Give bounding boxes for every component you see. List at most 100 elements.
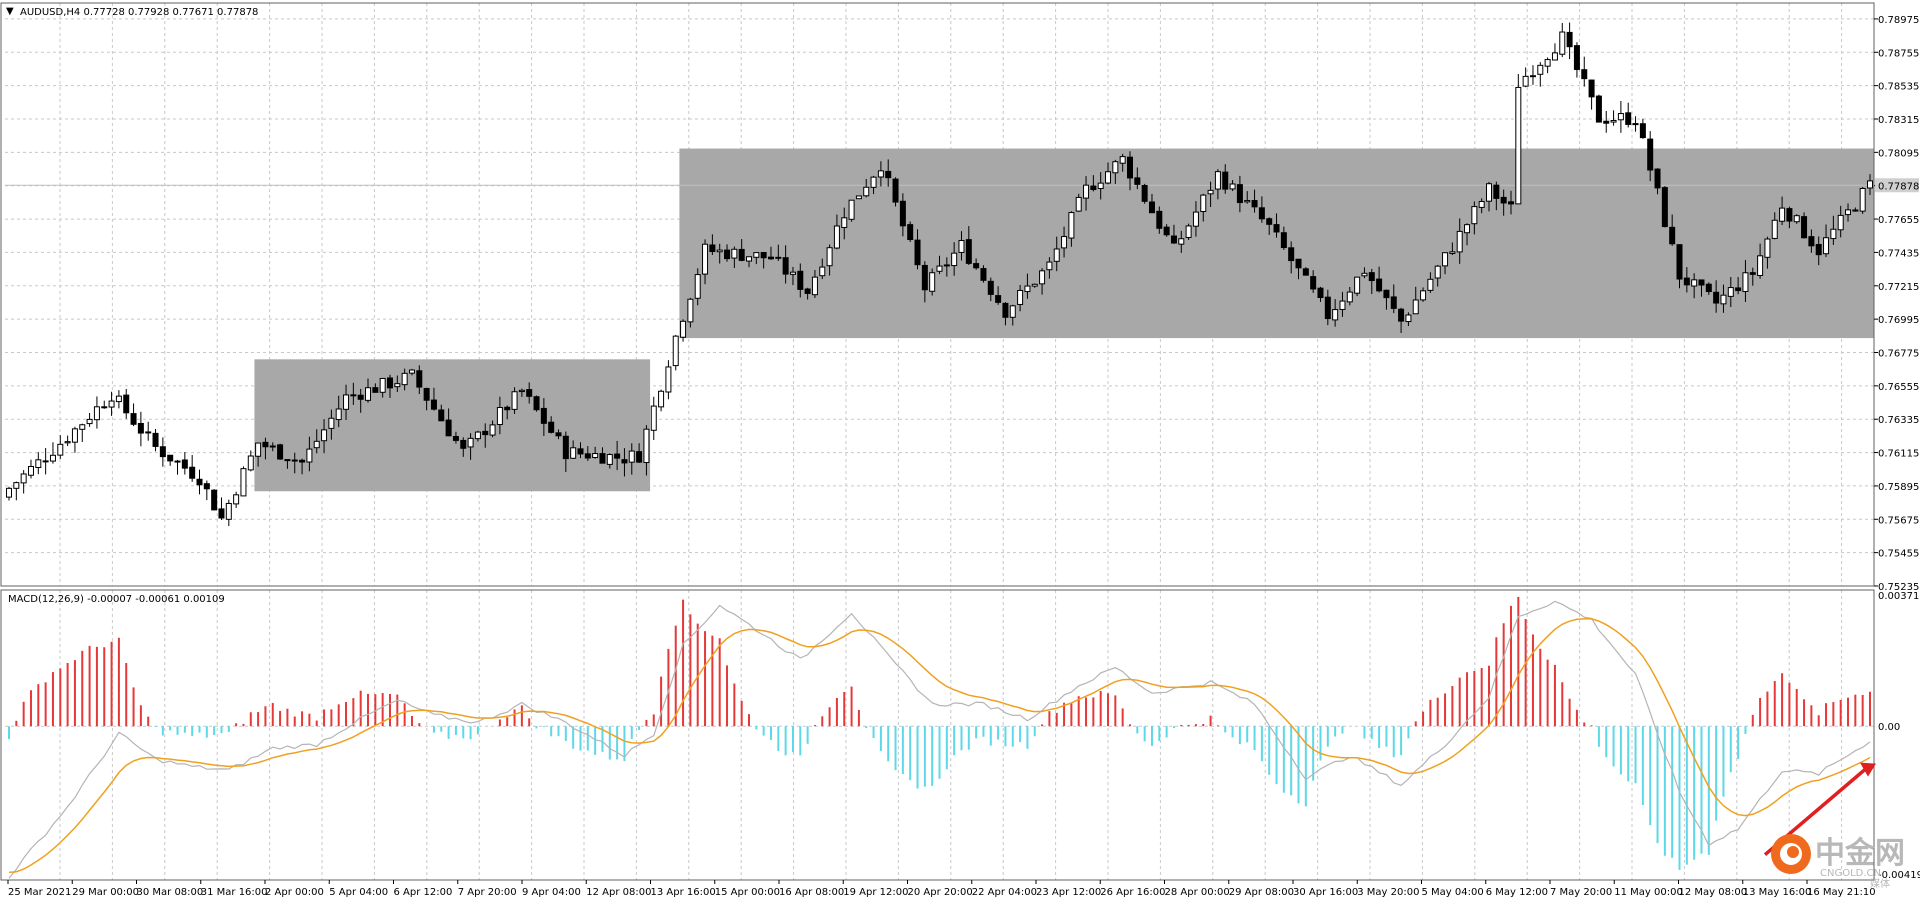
candle-body-bull	[1024, 285, 1031, 293]
candle	[855, 195, 862, 200]
candle	[841, 207, 848, 240]
candle	[1119, 153, 1126, 172]
macd-panel[interactable]: MACD(12,26,9) -0.00007 -0.00061 0.00109 …	[0, 589, 1920, 881]
candle-body-bull	[408, 369, 415, 374]
candle-body-bull	[1178, 238, 1185, 245]
candle	[408, 368, 415, 376]
candle-body-bull	[570, 447, 577, 459]
candle-body-bear	[1493, 184, 1500, 199]
candle-body-bull	[108, 400, 115, 408]
candle	[921, 261, 928, 303]
candle-body-bull	[753, 252, 760, 258]
candle-body-bear	[430, 399, 437, 410]
candle	[833, 214, 840, 250]
candle	[599, 447, 606, 464]
candle	[93, 396, 100, 429]
candle-body-bull	[6, 487, 12, 498]
candle	[1617, 101, 1624, 133]
candle-body-bear	[1148, 201, 1155, 214]
price-axis-label: 0.77435	[1878, 248, 1919, 259]
candle-body-bear	[445, 419, 452, 437]
candle	[694, 268, 701, 306]
candle	[225, 499, 232, 526]
candle-body-bull	[1200, 194, 1207, 213]
price-panel-frame	[0, 2, 1875, 587]
watermark-en-text: CNGOLD.CN	[1820, 868, 1881, 879]
candle	[1529, 65, 1536, 85]
candle-body-bull	[1867, 180, 1873, 189]
candle-body-bear	[1595, 95, 1602, 123]
candle-body-bear	[1654, 168, 1661, 189]
candle	[1632, 116, 1639, 132]
candle	[804, 287, 811, 300]
candle	[489, 420, 496, 438]
time-axis-label: 2 Apr 00:00	[265, 887, 324, 898]
candle-body-bear	[973, 263, 980, 269]
candle-body-bull	[42, 460, 49, 463]
candle-body-bull	[1537, 64, 1544, 75]
candle-body-bull	[1229, 183, 1236, 190]
candle	[628, 443, 635, 475]
candle-body-bull	[1061, 236, 1068, 249]
candle	[416, 365, 423, 395]
candle	[716, 243, 723, 264]
candle	[1471, 201, 1478, 235]
candle	[738, 239, 745, 262]
candle-body-bull	[1207, 189, 1214, 195]
candle	[555, 429, 562, 440]
price-panel[interactable]: AUDUSD,H4 0.77728 0.77928 0.77671 0.7787…	[0, 2, 1919, 593]
macd-axis[interactable]: 0.00371 0.00 -0.00419	[1878, 591, 1920, 881]
candle	[943, 257, 950, 277]
candle	[57, 435, 64, 459]
candle-body-bull	[943, 264, 950, 267]
candle	[1727, 277, 1734, 307]
candle-body-bull	[1727, 287, 1734, 297]
candle	[995, 286, 1002, 305]
candle	[782, 245, 789, 284]
candle-body-bull	[775, 256, 782, 259]
candle	[394, 375, 401, 393]
price-axis[interactable]: 0.78975 0.78755 0.78535 0.78315 0.78095 0.778…	[1874, 15, 1919, 593]
candle-body-bull	[1478, 200, 1485, 208]
candle	[386, 374, 393, 398]
macd-panel-frame	[0, 589, 1875, 881]
candle-body-bull	[101, 406, 108, 409]
candle	[1581, 56, 1588, 87]
price-axis-label: 0.77655	[1878, 215, 1919, 226]
candle-body-bull	[1354, 276, 1361, 294]
candle	[863, 178, 870, 198]
candle-body-bear	[1266, 218, 1273, 225]
candle	[1625, 102, 1632, 128]
candle-body-bear	[555, 432, 562, 437]
candle	[1434, 264, 1441, 287]
candle	[42, 448, 49, 475]
candle	[284, 459, 291, 469]
candle	[372, 383, 379, 393]
candle-body-bull	[1214, 171, 1221, 190]
candle-body-bull	[680, 320, 687, 338]
candle	[724, 244, 731, 262]
candle	[1229, 180, 1236, 192]
candle	[848, 199, 855, 222]
candle	[218, 497, 225, 520]
candle	[767, 246, 774, 260]
candle-body-bear	[1573, 45, 1580, 70]
watermark-logo: 中金网 CNGOLD.CN 媒体	[1771, 834, 1905, 890]
candle-body-bull	[401, 372, 408, 386]
candle	[1134, 167, 1141, 190]
candle	[1405, 312, 1412, 327]
candle	[1383, 289, 1390, 310]
candle	[1346, 287, 1353, 306]
candle-body-bull	[1771, 219, 1778, 239]
candle	[680, 319, 687, 342]
candle-body-bull	[789, 271, 796, 275]
candle	[1236, 175, 1243, 213]
candle-body-bull	[115, 395, 122, 403]
candle	[1310, 270, 1317, 293]
candle-body-bear	[1566, 31, 1573, 48]
candle-body-bear	[1280, 232, 1287, 249]
candle	[870, 175, 877, 195]
